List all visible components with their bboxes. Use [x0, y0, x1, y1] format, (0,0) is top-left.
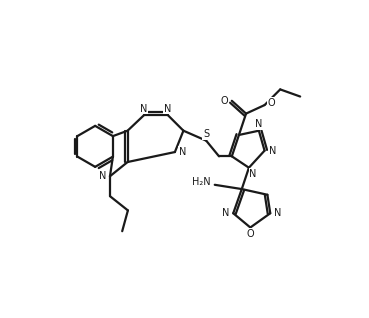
- Text: N: N: [274, 208, 281, 218]
- Text: N: N: [179, 147, 187, 157]
- Text: N: N: [141, 104, 148, 114]
- Text: H₂N: H₂N: [192, 177, 210, 187]
- Text: S: S: [203, 129, 209, 139]
- Text: N: N: [164, 104, 172, 114]
- Text: N: N: [249, 169, 257, 179]
- Text: O: O: [221, 96, 228, 106]
- Text: N: N: [99, 171, 107, 181]
- Text: N: N: [269, 146, 276, 156]
- Text: N: N: [223, 208, 230, 218]
- Text: N: N: [255, 120, 263, 129]
- Text: O: O: [246, 229, 254, 239]
- Text: O: O: [268, 98, 276, 108]
